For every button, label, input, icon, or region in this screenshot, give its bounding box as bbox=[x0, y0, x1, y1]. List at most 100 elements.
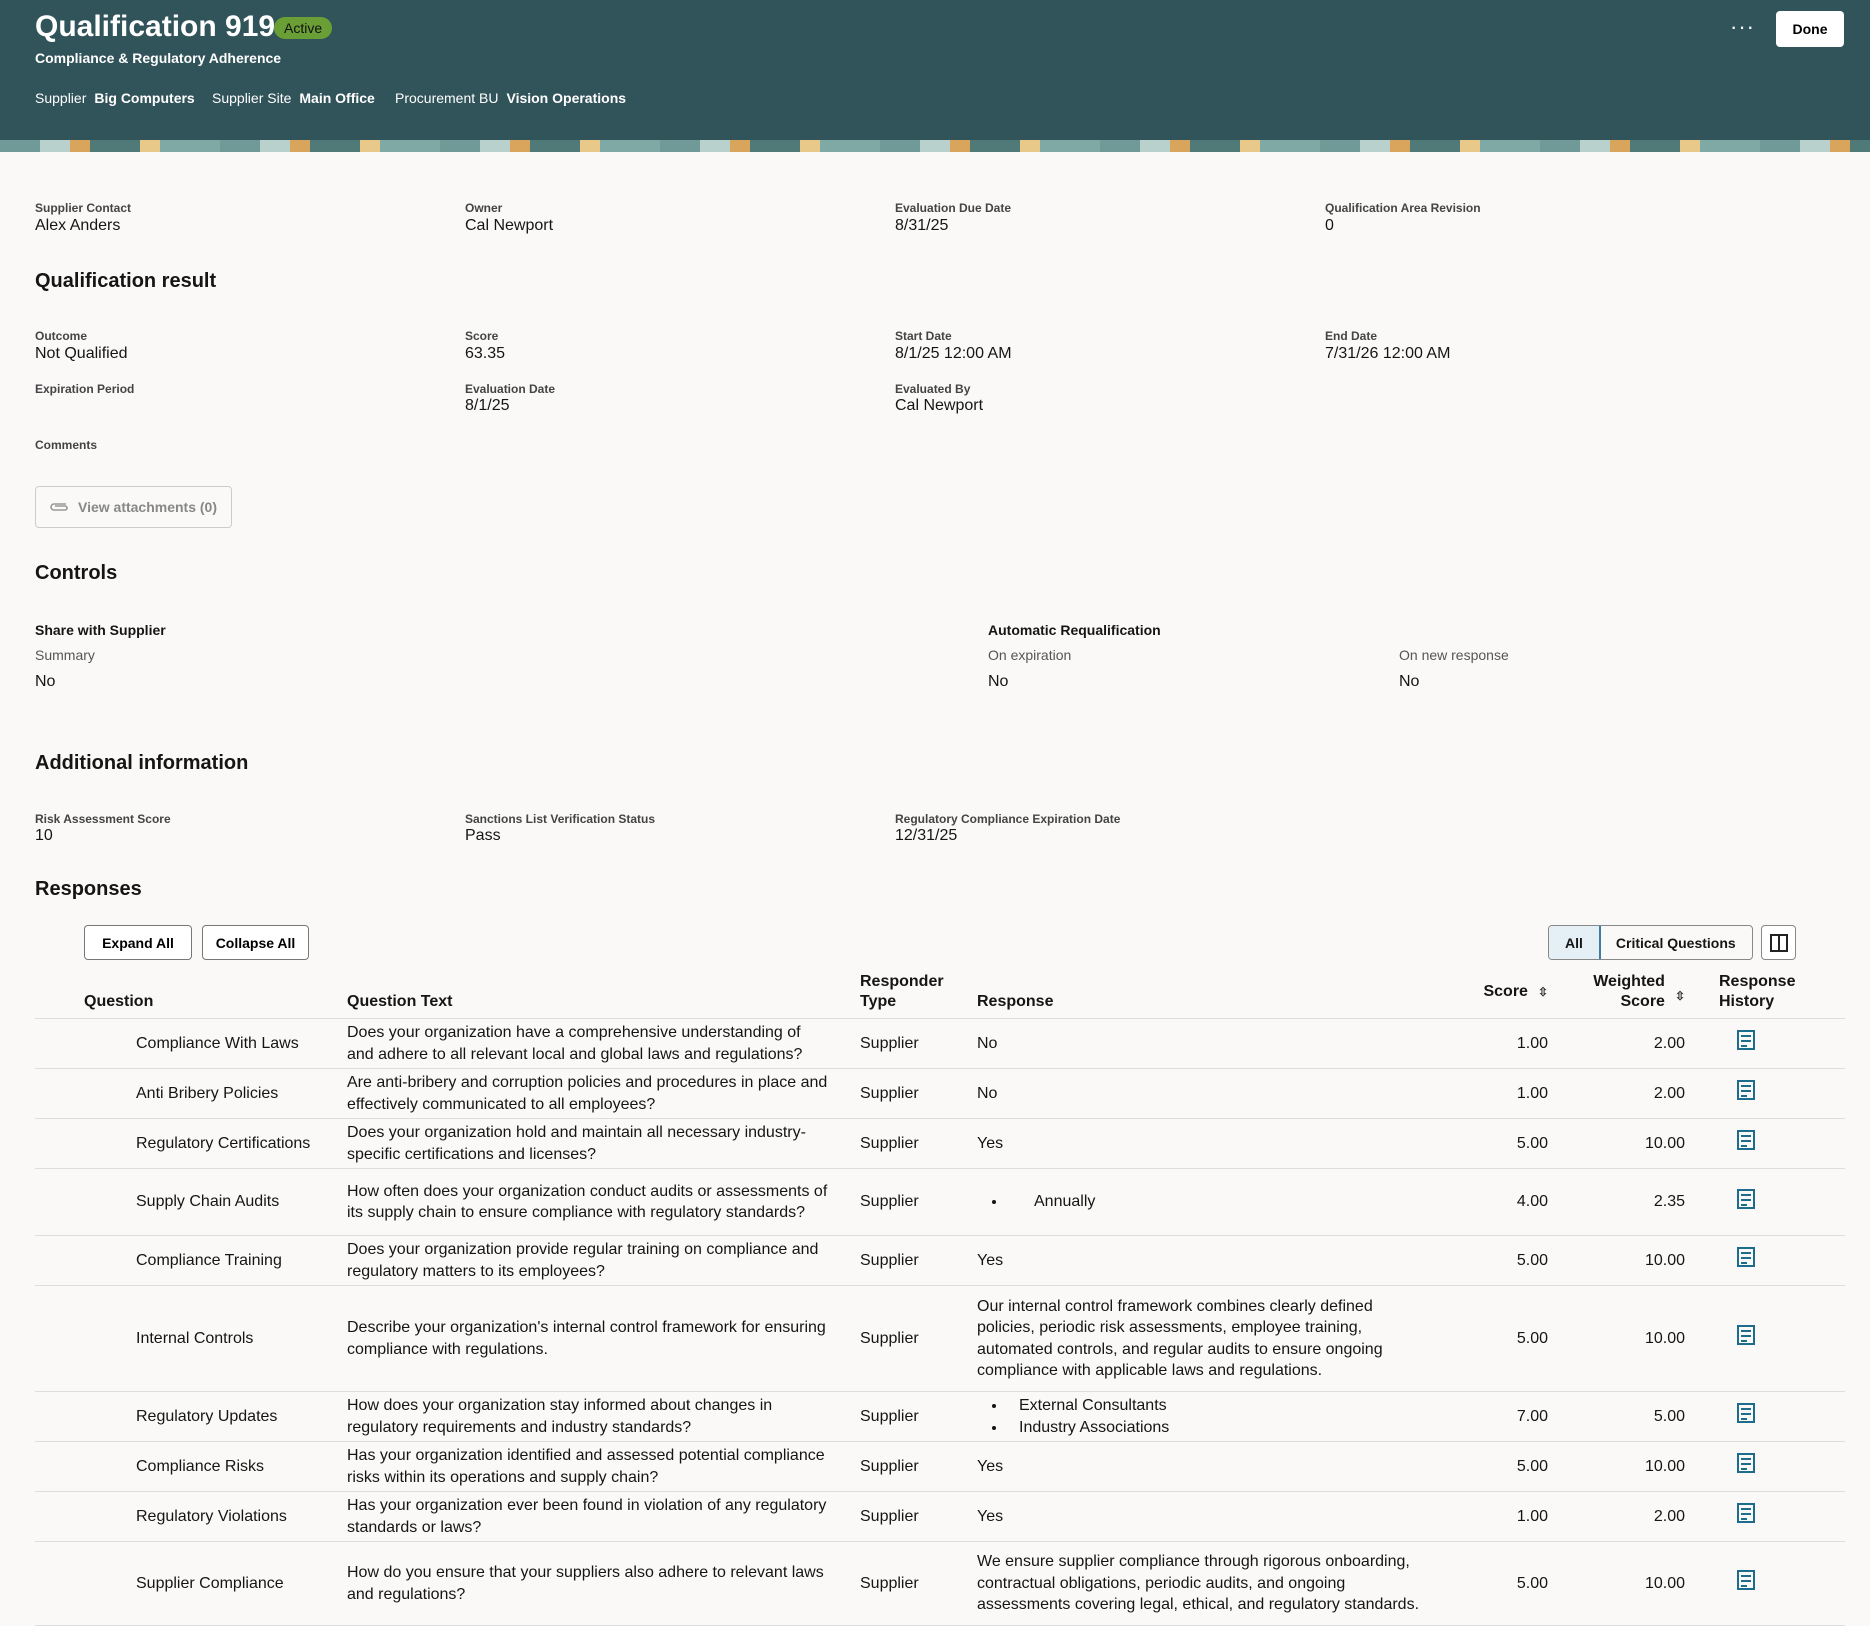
response-history-cell bbox=[1685, 1235, 1845, 1286]
collapse-all-button[interactable]: Collapse All bbox=[202, 925, 309, 960]
section-title: Responses bbox=[35, 878, 142, 900]
question-name: Compliance Training bbox=[35, 1235, 347, 1286]
response-history-cell bbox=[1685, 1018, 1845, 1069]
table-row[interactable]: Supplier Compliance How do you ensure tha… bbox=[35, 1541, 1845, 1626]
response-history-icon[interactable] bbox=[1737, 1188, 1755, 1209]
field-label: Score bbox=[465, 329, 499, 343]
responses-table: Question Question Text Responder Type Re… bbox=[35, 968, 1845, 1626]
table-row[interactable]: Compliance Training Does your organizatio… bbox=[35, 1235, 1845, 1286]
auto-requal-title: Automatic Requalification bbox=[988, 622, 1161, 638]
col-score-label: Score bbox=[1483, 983, 1528, 1000]
status-badge: Active bbox=[274, 17, 333, 39]
response-history-icon[interactable] bbox=[1737, 1453, 1755, 1474]
field-label: Supplier Contact bbox=[35, 201, 132, 215]
response-history-cell bbox=[1685, 1391, 1845, 1442]
responder-type: Supplier bbox=[860, 1235, 977, 1286]
field-value: 8/1/25 12:00 AM bbox=[895, 345, 1012, 362]
response-value: Yes bbox=[977, 1251, 1004, 1269]
question-name: Supplier Compliance bbox=[35, 1541, 347, 1626]
score: 1.00 bbox=[1477, 1068, 1548, 1119]
meta-label: Supplier bbox=[35, 90, 87, 106]
field-label: Regulatory Compliance Expiration Date bbox=[895, 812, 1121, 826]
response-history-icon[interactable] bbox=[1737, 1130, 1755, 1151]
response-history-icon[interactable] bbox=[1737, 1030, 1755, 1051]
question-text: Does your organization have a comprehens… bbox=[347, 1018, 860, 1069]
score: 4.00 bbox=[1477, 1168, 1548, 1236]
response-history-cell bbox=[1685, 1118, 1845, 1169]
weighted-score: 10.00 bbox=[1548, 1118, 1685, 1169]
table-row[interactable]: Compliance Risks Has your organization id… bbox=[35, 1441, 1845, 1492]
on-expiration-value: No bbox=[988, 673, 1009, 690]
response-history-icon[interactable] bbox=[1737, 1080, 1755, 1101]
question-name: Regulatory Certifications bbox=[35, 1118, 347, 1169]
question-name: Internal Controls bbox=[35, 1285, 347, 1392]
weighted-score: 10.00 bbox=[1548, 1285, 1685, 1392]
table-row[interactable]: Supply Chain Audits How often does your o… bbox=[35, 1168, 1845, 1236]
score: 1.00 bbox=[1477, 1018, 1548, 1069]
table-row[interactable]: Anti Bribery Policies Are anti-bribery an… bbox=[35, 1068, 1845, 1119]
response-value: Our internal control framework combines … bbox=[977, 1297, 1383, 1380]
meta-label: Supplier Site bbox=[212, 90, 292, 106]
response-history-icon[interactable] bbox=[1737, 1570, 1755, 1591]
field-label: Outcome bbox=[35, 329, 88, 343]
weighted-score: 10.00 bbox=[1548, 1235, 1685, 1286]
col-weighted-score[interactable]: Weighted Score ⇳ bbox=[1548, 968, 1685, 1019]
filter-all[interactable]: All bbox=[1548, 926, 1601, 959]
response-cell: Yes bbox=[977, 1118, 1477, 1169]
table-row[interactable]: Regulatory Certifications Does your organ… bbox=[35, 1118, 1845, 1169]
field-value: 12/31/25 bbox=[895, 827, 958, 844]
response-history-cell bbox=[1685, 1541, 1845, 1626]
question-name: Compliance With Laws bbox=[35, 1018, 347, 1069]
col-score[interactable]: Score ⇳ bbox=[1477, 968, 1548, 1019]
response-cell: No bbox=[977, 1018, 1477, 1069]
response-list: Annually bbox=[977, 1191, 1427, 1213]
on-expiration-label: On expiration bbox=[988, 647, 1072, 663]
question-text: Has your organization ever been found in… bbox=[347, 1491, 860, 1542]
on-new-response-label: On new response bbox=[1399, 647, 1509, 663]
responder-type: Supplier bbox=[860, 1541, 977, 1626]
more-actions-button[interactable]: ··· bbox=[1730, 14, 1755, 39]
done-button[interactable]: Done bbox=[1776, 11, 1844, 47]
response-value: Yes bbox=[977, 1457, 1004, 1475]
on-new-response-value: No bbox=[1399, 673, 1420, 690]
response-history-icon[interactable] bbox=[1737, 1325, 1755, 1346]
field-value: Pass bbox=[465, 827, 501, 844]
question-text: How do you ensure that your suppliers al… bbox=[347, 1541, 860, 1626]
score: 1.00 bbox=[1477, 1491, 1548, 1542]
comments-label: Comments bbox=[35, 438, 98, 452]
sort-icon[interactable]: ⇳ bbox=[1674, 989, 1685, 1003]
expand-all-button[interactable]: Expand All bbox=[84, 925, 192, 960]
response-history-icon[interactable] bbox=[1737, 1403, 1755, 1424]
response-cell: Yes bbox=[977, 1441, 1477, 1492]
response-cell: External ConsultantsIndustry Association… bbox=[977, 1391, 1477, 1442]
table-row[interactable]: Regulatory Updates How does your organiza… bbox=[35, 1391, 1845, 1442]
question-filter: All Critical Questions bbox=[1548, 925, 1753, 960]
response-history-icon[interactable] bbox=[1737, 1503, 1755, 1524]
field-label: Evaluated By bbox=[895, 382, 971, 396]
section-title: Controls bbox=[35, 562, 118, 584]
meta-procurement-bu: Procurement BU Vision Operations bbox=[395, 90, 626, 106]
score: 5.00 bbox=[1477, 1118, 1548, 1169]
question-name: Compliance Risks bbox=[35, 1441, 347, 1492]
paperclip-icon bbox=[50, 503, 68, 511]
question-text: Does your organization provide regular t… bbox=[347, 1235, 860, 1286]
column-layout-button[interactable] bbox=[1761, 925, 1796, 960]
response-cell: Our internal control framework combines … bbox=[977, 1285, 1477, 1392]
field-label: Qualification Area Revision bbox=[1325, 201, 1481, 215]
table-row[interactable]: Internal Controls Describe your organizat… bbox=[35, 1285, 1845, 1392]
field-value: 10 bbox=[35, 827, 53, 844]
table-row[interactable]: Compliance With Laws Does your organizati… bbox=[35, 1018, 1845, 1069]
response-history-icon[interactable] bbox=[1737, 1247, 1755, 1268]
filter-critical-questions[interactable]: Critical Questions bbox=[1615, 934, 1736, 951]
meta-supplier-site: Supplier Site Main Office bbox=[212, 90, 375, 106]
field-label: Evaluation Date bbox=[465, 382, 556, 396]
weighted-score: 2.35 bbox=[1548, 1168, 1685, 1236]
header-pattern bbox=[0, 140, 1870, 152]
sort-icon[interactable]: ⇳ bbox=[1537, 985, 1548, 999]
table-row[interactable]: Regulatory Violations Has your organizati… bbox=[35, 1491, 1845, 1542]
responder-type: Supplier bbox=[860, 1068, 977, 1119]
field-label: Owner bbox=[465, 201, 503, 215]
field-label: Sanctions List Verification Status bbox=[465, 812, 656, 826]
view-attachments-button[interactable]: View attachments (0) bbox=[35, 486, 232, 528]
responder-type: Supplier bbox=[860, 1491, 977, 1542]
